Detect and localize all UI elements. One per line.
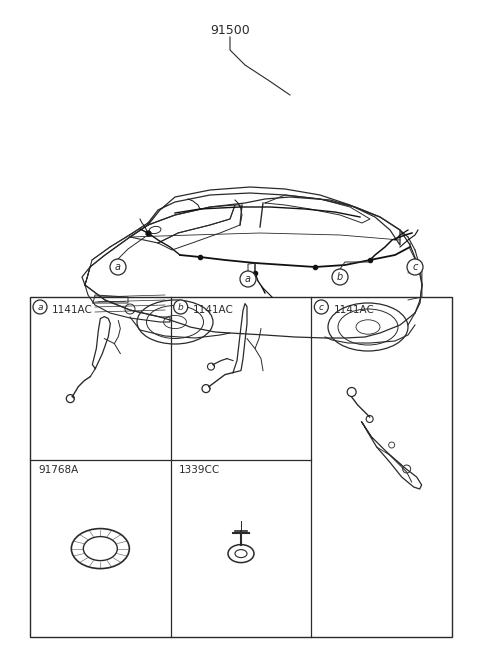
Text: a: a (115, 262, 121, 272)
Circle shape (33, 300, 47, 314)
Circle shape (314, 300, 328, 314)
Circle shape (174, 300, 188, 314)
Text: c: c (319, 303, 324, 312)
Text: b: b (337, 272, 343, 282)
Text: 91768A: 91768A (38, 465, 78, 475)
Circle shape (332, 269, 348, 285)
Bar (30, 297, 452, 637)
Text: 1141AC: 1141AC (52, 305, 93, 315)
Circle shape (407, 259, 423, 275)
Text: 91500: 91500 (210, 24, 250, 37)
Text: a: a (37, 303, 43, 312)
Text: b: b (178, 303, 183, 312)
Circle shape (240, 271, 256, 287)
Text: 1141AC: 1141AC (333, 305, 374, 315)
Circle shape (110, 259, 126, 275)
Text: 1339CC: 1339CC (179, 465, 220, 475)
Text: 1141AC: 1141AC (192, 305, 234, 315)
Text: a: a (245, 274, 251, 284)
Text: c: c (412, 262, 418, 272)
